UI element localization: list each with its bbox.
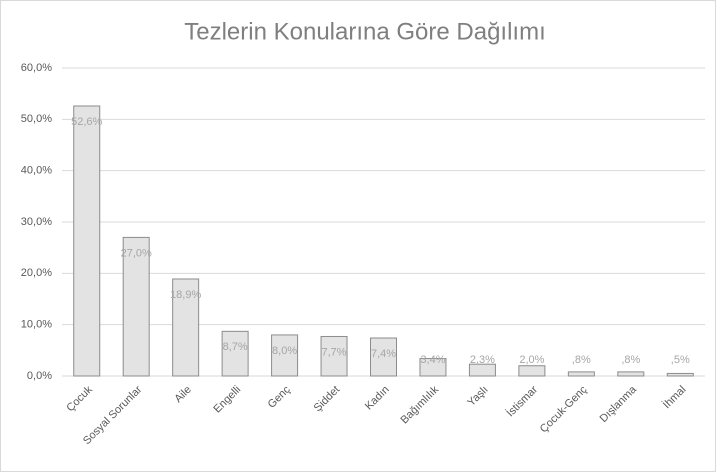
bar — [419, 358, 447, 377]
data-label: ,8% — [621, 354, 640, 366]
y-tick-label: 60,0% — [21, 62, 52, 74]
data-label: 8,7% — [223, 341, 248, 353]
data-label: 8,0% — [272, 345, 297, 357]
data-label: 7,7% — [321, 346, 346, 358]
bar — [666, 372, 694, 377]
data-label: 2,0% — [519, 354, 544, 366]
bar — [172, 278, 200, 377]
bar — [73, 105, 101, 377]
y-tick-label: 30,0% — [21, 216, 52, 228]
data-label: ,8% — [572, 354, 591, 366]
data-label: 2,3% — [470, 354, 495, 366]
bar — [468, 363, 496, 377]
data-label: 52,6% — [71, 116, 102, 128]
bar — [221, 330, 249, 377]
chart-title: Tezlerin Konularına Göre Dağılımı — [184, 18, 546, 45]
data-label: 7,4% — [371, 348, 396, 360]
bar — [122, 236, 150, 377]
data-label: 27,0% — [121, 247, 152, 259]
bar — [567, 371, 595, 377]
bar — [370, 337, 397, 377]
bar — [271, 334, 299, 377]
y-tick-label: 10,0% — [21, 319, 52, 331]
y-tick-label: 50,0% — [21, 113, 52, 125]
bar — [617, 371, 645, 377]
y-tick-label: 40,0% — [21, 165, 52, 177]
y-tick-label: 0,0% — [27, 370, 52, 382]
y-tick-label: 20,0% — [21, 267, 52, 279]
bar — [518, 365, 546, 377]
data-label: 18,9% — [170, 289, 201, 301]
data-label: 3,4% — [420, 354, 445, 366]
data-label: ,5% — [671, 354, 690, 366]
bar — [320, 335, 348, 377]
